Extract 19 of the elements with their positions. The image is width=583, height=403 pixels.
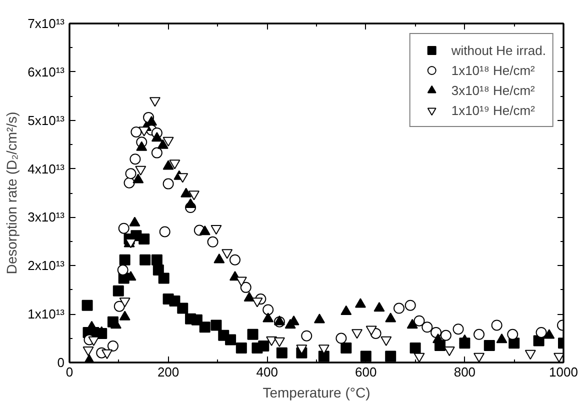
- y-tick-label: 3x10¹³: [28, 210, 66, 225]
- y-axis-title: Desorption rate (D₂/cm²/s): [4, 112, 20, 274]
- legend-label: 3x10¹⁸ He/cm²: [451, 82, 535, 98]
- y-tick-label: 5x10¹³: [28, 112, 66, 128]
- y-tick-label: 1x10¹³: [28, 306, 66, 322]
- x-tick-label: 600: [355, 364, 377, 380]
- y-tick-label: 0: [57, 355, 65, 370]
- x-tick-label: 1000: [549, 364, 578, 380]
- y-tick-label: 6x10¹³: [28, 64, 66, 80]
- y-tick-label: 2x10¹³: [28, 258, 66, 274]
- legend-label: 1x10¹⁹ He/cm²: [451, 102, 535, 118]
- y-tick-label: 7x10¹³: [28, 16, 66, 31]
- x-tick-label: 400: [256, 364, 278, 380]
- legend-label: without He irrad.: [451, 42, 546, 58]
- y-tick-label: 4x10¹³: [28, 161, 66, 176]
- legend-label: 1x10¹⁸ He/cm²: [451, 62, 535, 78]
- x-tick-label: 800: [454, 364, 476, 380]
- x-tick-label: 200: [157, 364, 180, 380]
- x-axis-title: Temperature (°C): [262, 384, 370, 400]
